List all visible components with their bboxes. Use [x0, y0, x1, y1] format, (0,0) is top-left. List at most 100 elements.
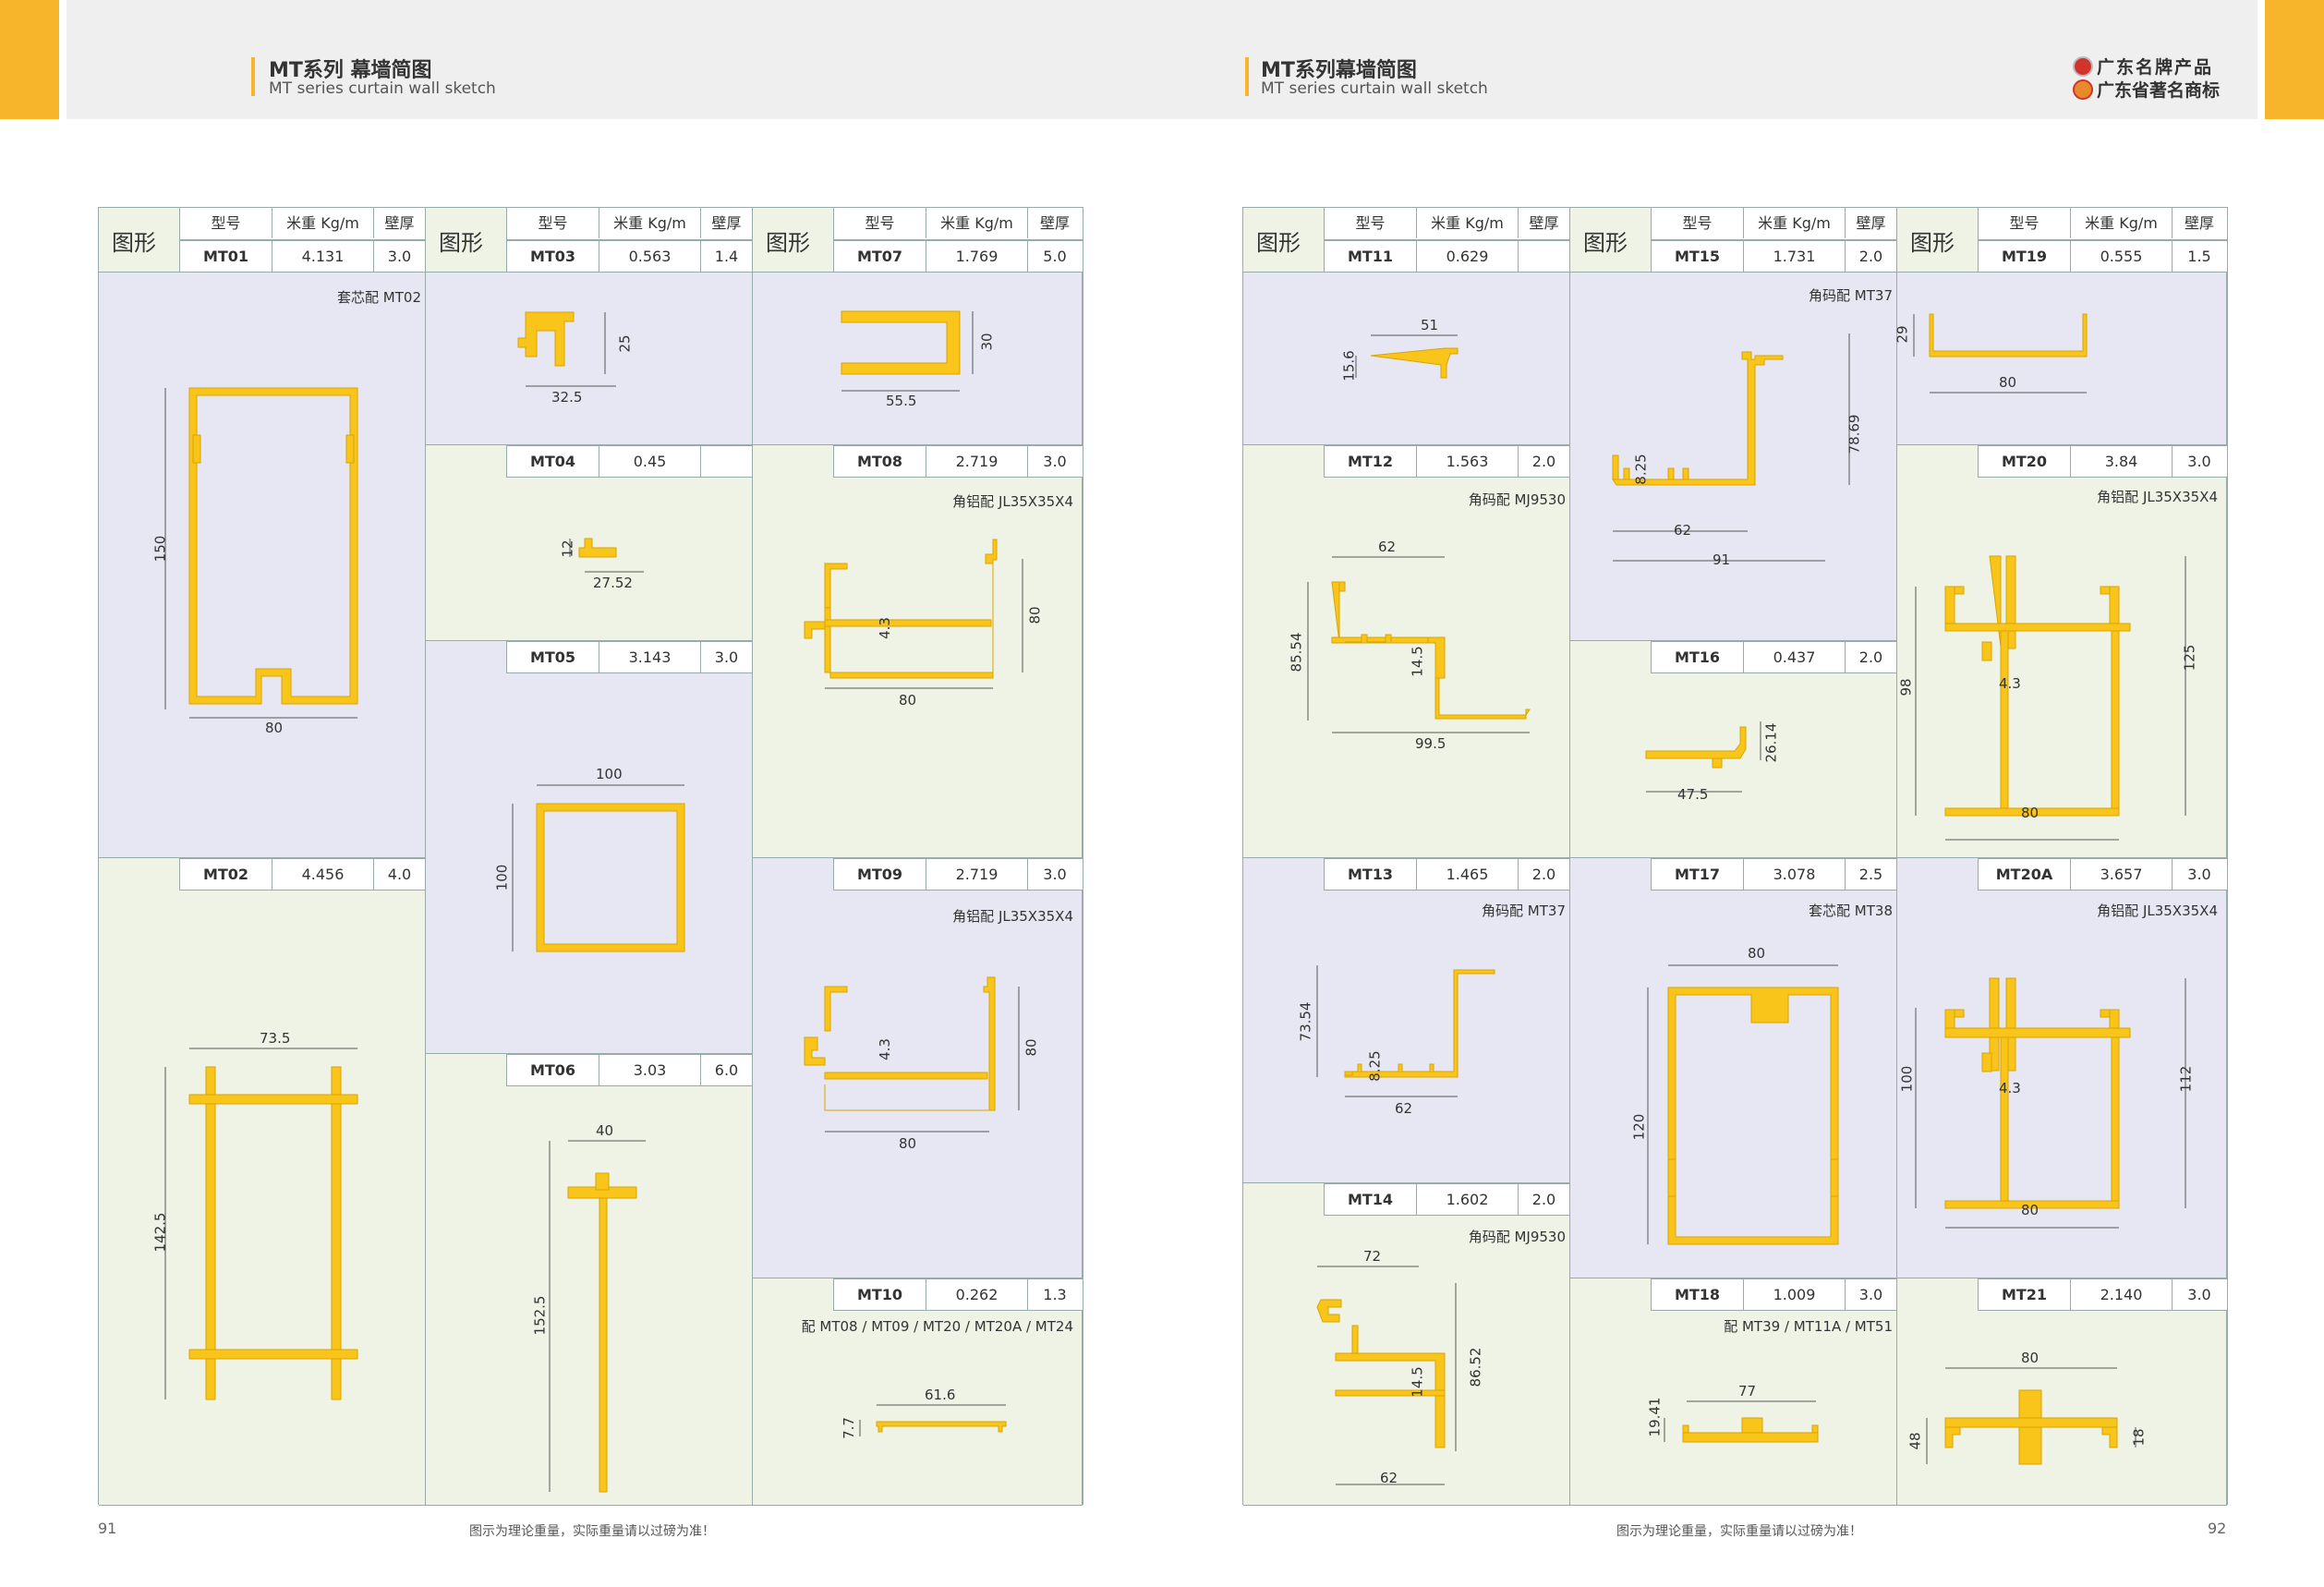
shape-header: 图形 [1583, 230, 1628, 256]
shape-header: 图形 [439, 230, 483, 256]
shape-header: 图形 [766, 230, 810, 256]
model-code: MT08 [856, 453, 903, 470]
weight-value: 2.140 [2070, 1279, 2172, 1310]
weight-value: 0.629 [1416, 241, 1518, 272]
mt12-profile-drawing [1307, 556, 1531, 733]
mt08-profile-drawing [804, 539, 1023, 689]
model-code: MT07 [856, 248, 903, 265]
dim-label: 19.41 [1646, 1397, 1664, 1437]
model-header: 型号 [1355, 214, 1386, 232]
fitting-note: 角铝配 JL35X35X4 [2097, 903, 2218, 919]
model-code: MT13 [1347, 866, 1394, 883]
panel-mt17 [1570, 858, 1897, 1278]
model-header: 型号 [865, 214, 895, 232]
weight-value: 1.465 [1416, 859, 1518, 890]
thickness-value: 2.0 [1845, 642, 1896, 672]
thickness-header: 壁厚 [1845, 208, 1896, 238]
column-labels: 型号 米重 Kg/m 壁厚 [1324, 208, 1570, 240]
mt10-profile-drawing [859, 1404, 1007, 1436]
dim-label: 120 [1630, 1113, 1648, 1141]
panel-mt16 [1570, 641, 1897, 858]
spec-row-mt18: MT18 1.009 3.0 [1651, 1278, 1897, 1311]
weight-value: 1.602 [1416, 1184, 1518, 1215]
dim-label: 80 [1999, 374, 2017, 391]
dim-label: 27.52 [593, 575, 633, 591]
model-code: MT01 [202, 248, 249, 265]
spec-row-mt04: MT04 0.45 [506, 445, 753, 478]
dim-label: 85.54 [1288, 632, 1305, 672]
dim-label: 100 [493, 864, 511, 891]
weight-value: 4.456 [272, 859, 373, 890]
fitting-note: 角码配 MJ9530 [1468, 1229, 1566, 1245]
mt02-profile-drawing [164, 1048, 358, 1400]
spec-row-mt16: MT16 0.437 2.0 [1651, 641, 1897, 673]
thickness-header: 壁厚 [700, 208, 752, 238]
model-code: MT16 [1674, 648, 1721, 666]
weight-value: 0.437 [1743, 642, 1845, 672]
dim-label: 4.3 [1999, 1080, 2021, 1096]
model-code: MT03 [529, 248, 576, 265]
column-labels: 型号 米重 Kg/m 壁厚 [1978, 208, 2227, 240]
thickness-value: 3.0 [373, 241, 425, 272]
dim-label: 80 [1748, 945, 1766, 962]
model-header: 型号 [211, 214, 241, 232]
dim-label: 62 [1674, 522, 1692, 539]
thickness-value: 4.0 [373, 859, 425, 890]
mt01-profile-drawing [164, 387, 358, 719]
mt21-profile-drawing [1926, 1367, 2136, 1465]
thickness-value: 1.4 [700, 241, 752, 272]
spec-row-mt20a: MT20A 3.657 3.0 [1978, 858, 2227, 890]
weight-value: 0.555 [2070, 241, 2172, 272]
panel-mt09 [753, 858, 1083, 1278]
dim-label: 4.3 [1999, 675, 2021, 692]
weight-header: 米重 Kg/m [599, 208, 700, 238]
thickness-value [700, 446, 752, 477]
title-accent [251, 57, 255, 96]
weight-value: 0.563 [599, 241, 700, 272]
spec-row-mt07: MT07 1.769 5.0 [833, 240, 1083, 273]
mt20-profile-drawing [1915, 555, 2186, 841]
spec-row-mt05: MT05 3.143 3.0 [506, 641, 753, 673]
dim-label: 62 [1395, 1100, 1413, 1117]
weight-header: 米重 Kg/m [272, 208, 373, 238]
dim-label: 8.25 [1366, 1050, 1384, 1082]
right-title: MT系列幕墙简图 [1261, 59, 1417, 82]
fitting-note: 角码配 MT37 [1809, 287, 1893, 304]
panel-mt08 [753, 445, 1083, 858]
model-code: MT21 [2001, 1286, 2048, 1303]
left-subtitle: MT series curtain wall sketch [269, 79, 496, 98]
thickness-value: 2.0 [1845, 241, 1896, 272]
thickness-value [1518, 241, 1569, 272]
left-footer-note: 图示为理论重量，实际重量请以过磅为准！ [469, 1524, 715, 1539]
thickness-value: 3.0 [2172, 859, 2226, 890]
spec-row-mt21: MT21 2.140 3.0 [1978, 1278, 2227, 1311]
mt09-profile-drawing [804, 976, 1020, 1133]
shape-header: 图形 [1256, 230, 1301, 256]
spec-row-mt13: MT13 1.465 2.0 [1324, 858, 1570, 890]
dim-label: 78.69 [1846, 414, 1863, 454]
weight-value: 1.731 [1743, 241, 1845, 272]
column-labels: 型号 米重 Kg/m 壁厚 [833, 208, 1083, 240]
model-code: MT20 [2001, 453, 2048, 470]
dim-label: 99.5 [1415, 735, 1446, 752]
right-edge-tab [2265, 0, 2324, 119]
divider [2257, 0, 2265, 119]
model-code: MT12 [1347, 453, 1394, 470]
dim-label: 77 [1738, 1383, 1757, 1399]
fitting-note: 角铝配 JL35X35X4 [952, 908, 1073, 925]
dim-label: 8.25 [1632, 454, 1650, 485]
dim-label: 98 [1897, 678, 1915, 697]
thickness-value: 2.0 [1518, 859, 1569, 890]
dim-label: 14.5 [1409, 646, 1426, 677]
left-title: MT系列 幕墙简图 [269, 59, 432, 82]
dim-label: 15.6 [1340, 350, 1358, 382]
fitting-note: 配 MT08 / MT09 / MT20 / MT20A / MT24 [801, 1318, 1073, 1335]
model-header: 型号 [538, 214, 568, 232]
dim-label: 61.6 [925, 1387, 956, 1403]
model-code: MT02 [202, 866, 249, 883]
weight-value: 1.563 [1416, 446, 1518, 477]
dim-label: 80 [899, 1135, 917, 1152]
dim-label: 80 [2021, 1202, 2040, 1218]
thickness-value: 6.0 [700, 1055, 752, 1085]
thickness-value: 3.0 [2172, 1279, 2226, 1310]
